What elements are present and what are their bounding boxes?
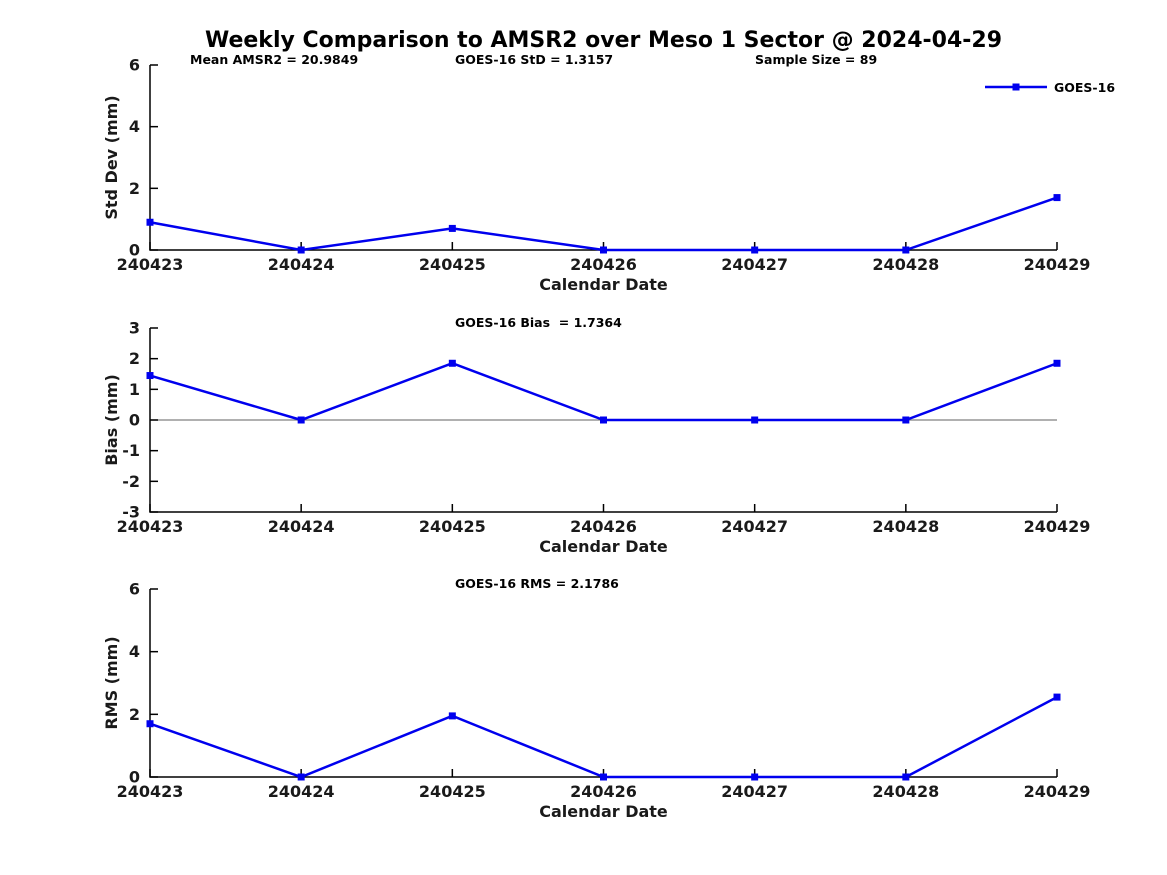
legend: GOES-16 [984, 79, 1116, 95]
x-tick-label: 240426 [570, 255, 637, 274]
x-axis-label: Calendar Date [539, 537, 668, 556]
x-tick-label: 240425 [419, 782, 486, 801]
x-tick-label: 240428 [872, 255, 939, 274]
x-tick-label: 240427 [721, 255, 788, 274]
x-tick-label: 240426 [570, 782, 637, 801]
chart-rms: 0 2 4 6 240423 240424 240425 240426 240427 240428… [102, 580, 1090, 822]
y-tick-label: 0 [129, 411, 140, 430]
x-tick-label: 240428 [872, 782, 939, 801]
data-point-marker [1053, 359, 1061, 367]
y-tick-label: 2 [129, 705, 140, 724]
data-point-marker [751, 416, 759, 424]
data-point-marker [297, 416, 305, 424]
axes-lines [149, 65, 1057, 251]
y-tick-label: -2 [122, 472, 140, 491]
annotation-std-dev-2: Sample Size = 89 [755, 52, 878, 67]
y-tick-label: 3 [129, 319, 140, 338]
data-point-marker [600, 773, 607, 781]
x-tick-label: 240427 [721, 517, 788, 536]
y-tick-label: -1 [122, 441, 140, 460]
y-tick-label: -3 [122, 503, 140, 522]
chart-std-dev: 0 2 4 6 240423 240424 240425 240426 240427 240428… [102, 56, 1090, 295]
y-tick-label: 0 [129, 768, 140, 787]
annotation-std-dev-1: GOES-16 StD = 1.3157 [455, 52, 614, 67]
y-axis-label-std-dev: Std Dev (mm) [102, 95, 121, 219]
y-tick-label: 4 [129, 117, 140, 136]
legend-label: GOES-16 [1054, 79, 1116, 95]
x-tick-label: 240428 [872, 517, 939, 536]
figure-title: Weekly Comparison to AMSR2 over Meso 1 S… [204, 28, 1003, 53]
x-tick-label: 240429 [1024, 782, 1091, 801]
x-tick-label: 240424 [268, 255, 335, 274]
x-tick-label: 240423 [117, 255, 184, 274]
y-axis-label-bias: Bias (mm) [102, 374, 121, 466]
legend-square-marker-icon [1012, 83, 1020, 91]
data-point-marker [146, 372, 154, 380]
data-point-marker [146, 720, 154, 728]
y-tick-label: 0 [129, 241, 140, 260]
data-point-marker [448, 224, 456, 232]
x-tick-label: 240424 [268, 517, 335, 536]
x-axis-label: Calendar Date [539, 275, 668, 294]
data-point-marker [751, 773, 759, 781]
x-tick-label: 240427 [721, 782, 788, 801]
y-tick-label: 6 [129, 56, 140, 75]
y-tick-label: 2 [129, 179, 140, 198]
y-tick-label: 1 [129, 380, 140, 399]
annotation-std-dev-0: Mean AMSR2 = 20.9849 [190, 52, 359, 67]
series-line-goes-16 [149, 695, 1058, 779]
legend-swatch [985, 83, 1047, 91]
x-tick-label: 240423 [117, 517, 184, 536]
x-tick-label: 240423 [117, 782, 184, 801]
x-tick-label: 240424 [268, 782, 335, 801]
x-tick-label: 240429 [1024, 255, 1091, 274]
x-tick-label: 240425 [419, 517, 486, 536]
annotation-bias-0: GOES-16 Bias = 1.7364 [455, 315, 622, 330]
data-point-marker [600, 246, 607, 254]
annotation-rms-0: GOES-16 RMS = 2.1786 [455, 576, 619, 591]
data-point-marker [1053, 693, 1061, 701]
data-point-marker [448, 712, 456, 720]
chart-bias: -3 -2 -1 0 1 2 3 240423 240424 240425 240426 240427… [102, 319, 1090, 557]
y-axis-label-rms: RMS (mm) [102, 636, 121, 729]
y-tick-label: 2 [129, 349, 140, 368]
data-point-marker [902, 246, 910, 254]
data-point-marker [1053, 194, 1061, 202]
series-line-goes-16 [149, 361, 1058, 422]
y-tick-label: 4 [129, 642, 140, 661]
data-point-marker [902, 416, 910, 424]
y-tick-label: 6 [129, 580, 140, 599]
data-point-marker [297, 773, 305, 781]
axes-lines [149, 589, 1057, 778]
x-tick-label: 240425 [419, 255, 486, 274]
x-tick-label: 240429 [1024, 517, 1091, 536]
data-point-marker [902, 773, 910, 781]
data-point-marker [448, 359, 456, 367]
data-point-marker [297, 246, 305, 254]
data-point-marker [146, 218, 154, 226]
x-tick-label: 240426 [570, 517, 637, 536]
data-point-marker [751, 246, 759, 254]
data-point-marker [600, 416, 607, 424]
x-axis-label: Calendar Date [539, 802, 668, 821]
